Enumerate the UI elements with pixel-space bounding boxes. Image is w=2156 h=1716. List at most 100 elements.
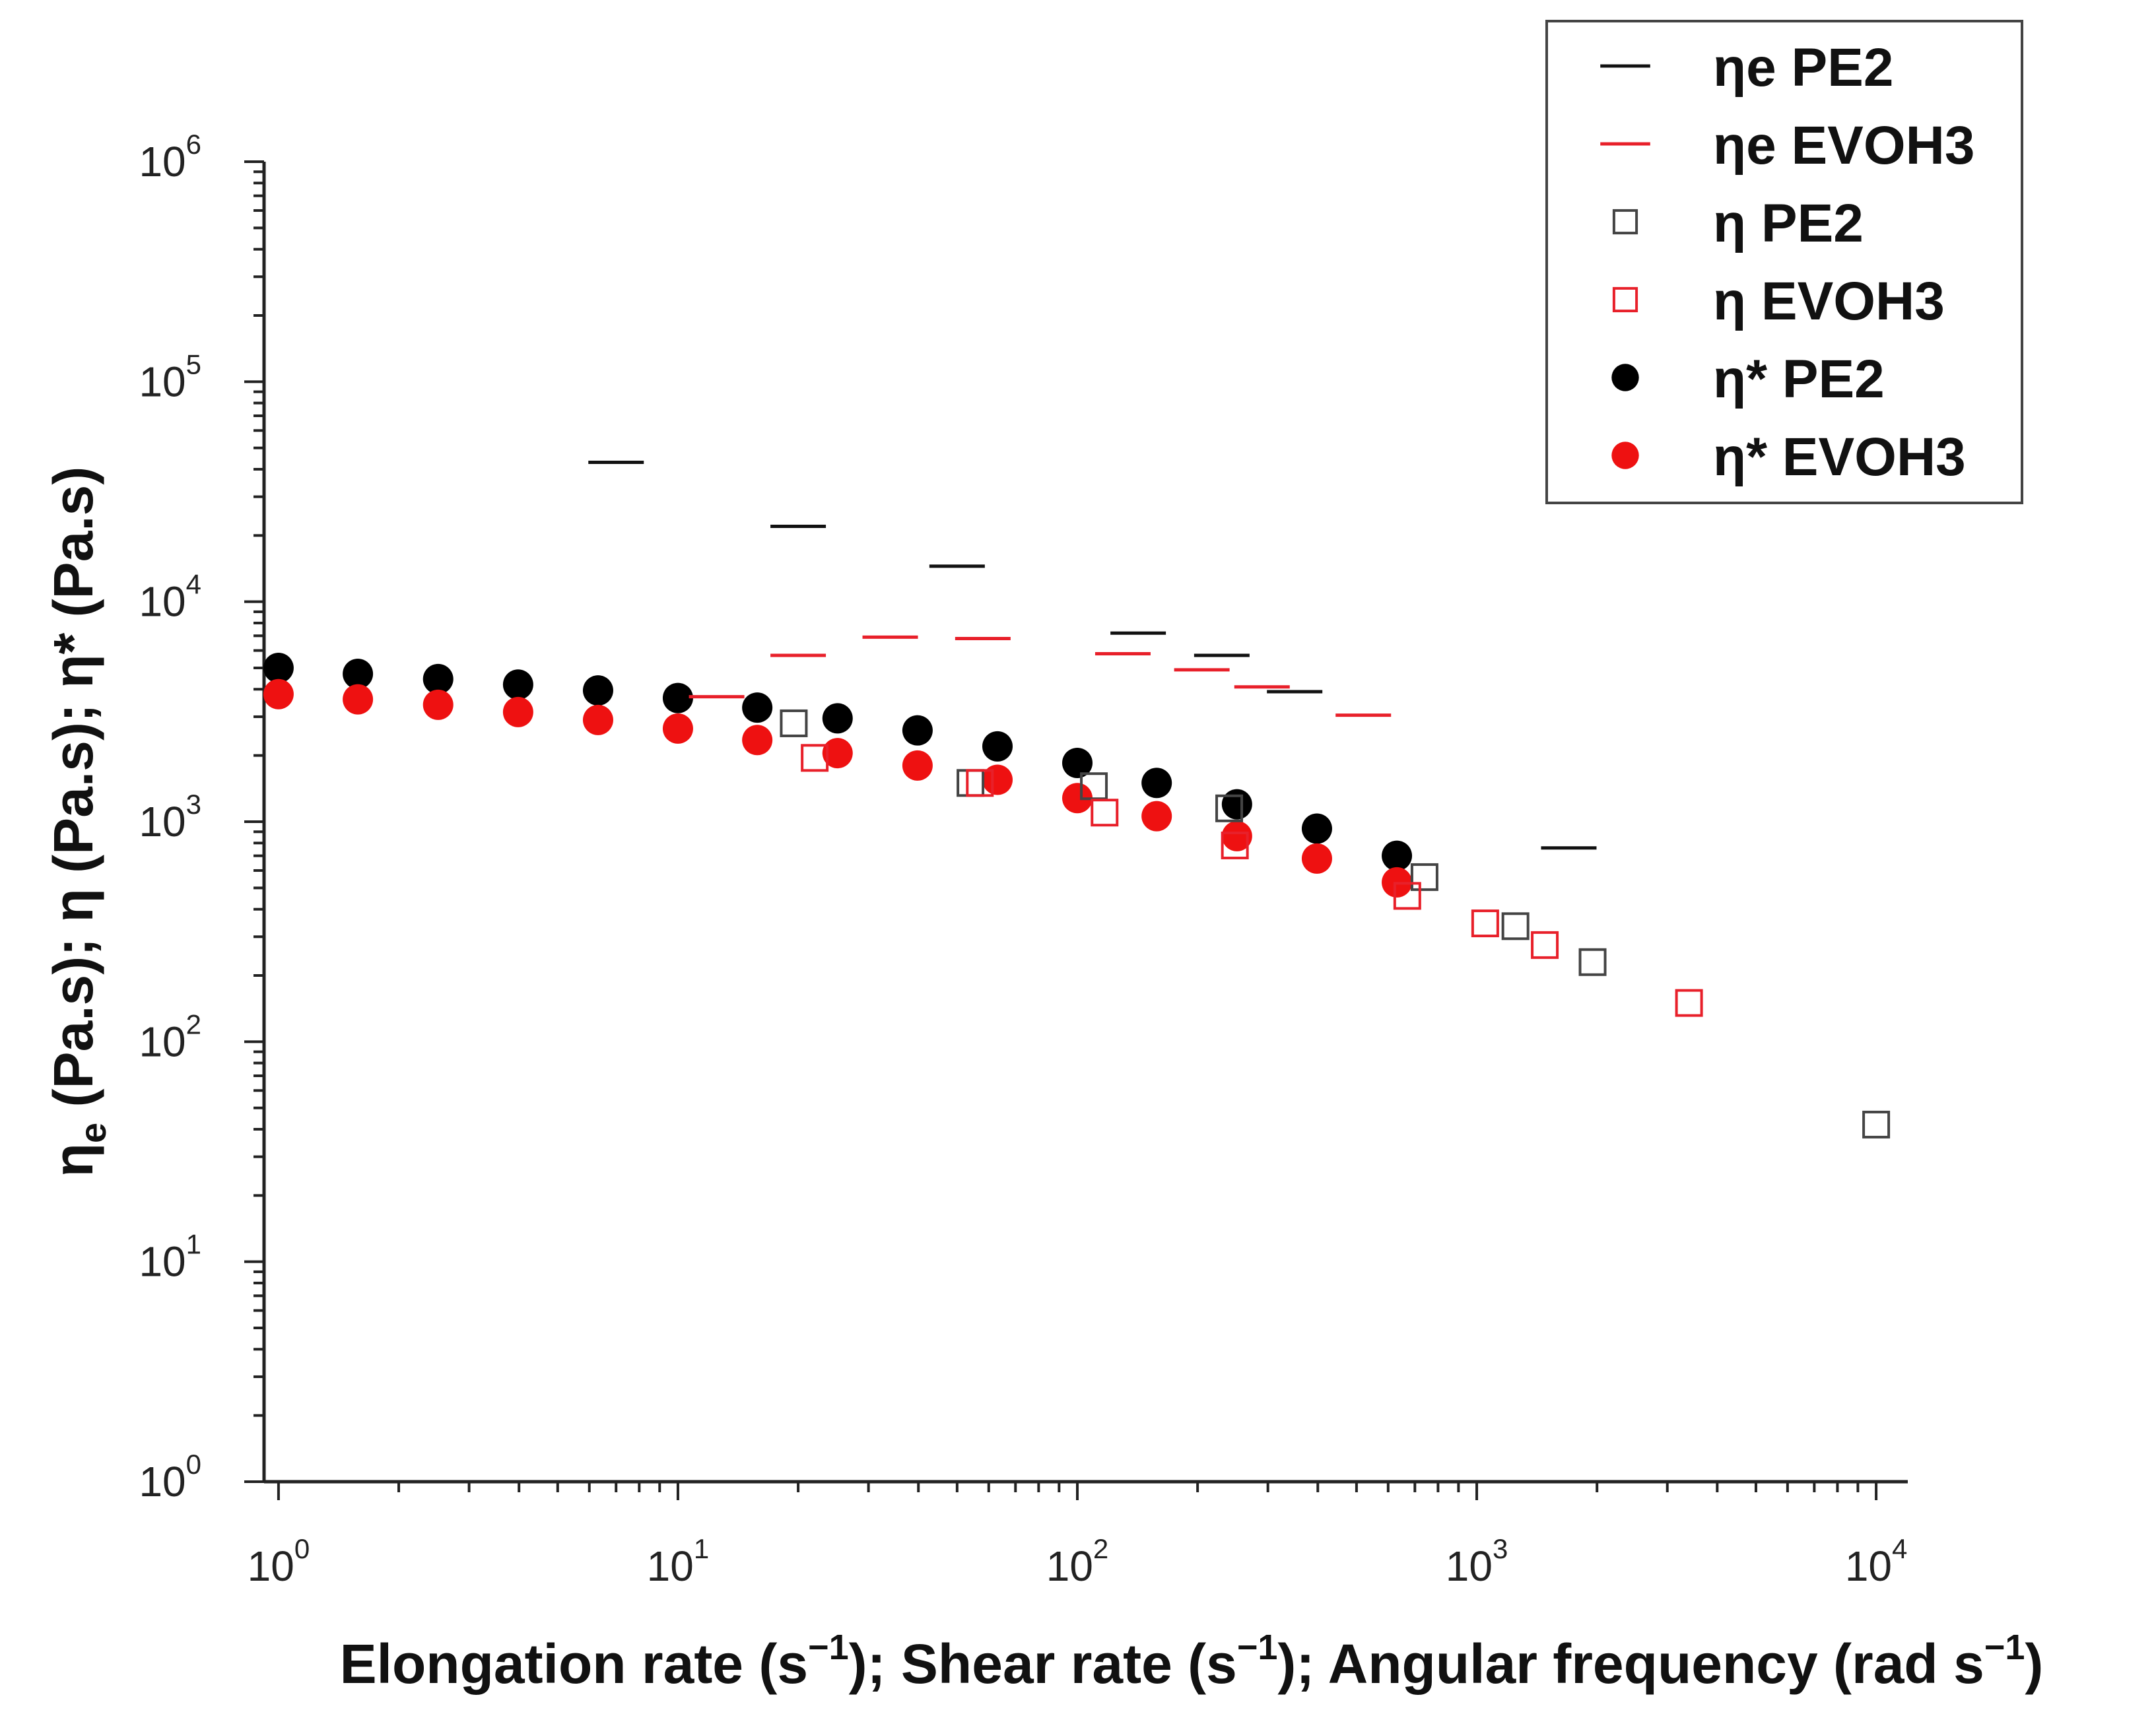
y-title-text: η [42,1143,104,1177]
y-tick-label: 102 [139,1008,201,1065]
series-3-point [1531,931,1559,959]
y-tick-label: 101 [139,1229,201,1286]
legend-item: η EVOH3 [1612,271,1945,331]
legend: ηe PE2 ηe EVOH3 η PE2 η EVOH3 η* PE2 η* EVOH3 [1545,20,2023,504]
y-tick-label: 100 [139,1449,201,1505]
series-4-point [422,663,454,694]
x-tick-exponent: 3 [1493,1533,1508,1564]
y-tick-base: 10 [139,1458,185,1505]
series-5 [263,678,1413,898]
series-5-point [502,696,533,727]
x-title-text: Elongation rate (s [340,1633,808,1695]
series-4 [263,653,1413,871]
x-tick-label: 103 [1446,1533,1508,1590]
x-tick-base: 10 [1446,1542,1493,1590]
series-4-point [1141,768,1172,799]
series-3-point [1393,882,1421,910]
y-tick-exponent: 0 [186,1449,201,1480]
y-tick-label: 103 [139,789,201,845]
y-tick-exponent: 1 [186,1229,201,1260]
series-2-point [1410,863,1438,891]
legend-item: η PE2 [1612,193,1864,253]
x-tick-exponent: 4 [1892,1533,1907,1564]
series-3-point [801,744,829,772]
legend-label: η* PE2 [1713,349,1885,409]
legend-box [1545,20,2023,504]
legend-label: ηe EVOH3 [1713,116,1974,176]
x-title-text: ) [2025,1633,2043,1695]
x-title-superscript: −1 [1984,1628,2025,1667]
series-4-point [263,653,294,684]
series-2-point [1862,1110,1891,1138]
legend-label: η* EVOH3 [1713,427,1966,487]
legend-label: η PE2 [1713,193,1864,253]
x-axis-ticks: 100 101 102 103 104 [248,1482,1908,1590]
x-tick-base: 10 [1845,1542,1892,1590]
x-title-text: ); Shear rate (s [849,1633,1237,1695]
series-4-point [1611,364,1639,391]
series-2-point [1501,912,1530,940]
x-tick-base: 10 [1046,1542,1093,1590]
series-2-point [1215,794,1244,822]
series-4-point [662,682,693,713]
series-5-point [1611,442,1639,469]
x-tick-exponent: 0 [294,1533,310,1564]
series-2-point [780,709,808,737]
series-4-point [982,731,1013,762]
y-tick-base: 10 [139,578,185,626]
y-tick-base: 10 [139,138,185,185]
legend-item: η* PE2 [1611,349,1885,409]
series-4-point [343,658,374,689]
legend-label: η EVOH3 [1713,271,1945,331]
data-marks [263,461,1891,1138]
y-title-text: (Pa.s); η (Pa.s); η* (Pa.s) [42,467,104,1123]
y-tick-exponent: 3 [186,789,201,820]
legend-label: ηe PE2 [1713,38,1893,98]
y-tick-base: 10 [139,358,185,405]
legend-item: ηe PE2 [1600,38,1893,98]
legend-item: η* EVOH3 [1611,427,1966,487]
y-axis-title: ηe (Pa.s); η (Pa.s); η* (Pa.s) [42,467,114,1177]
series-5-point [422,689,454,720]
series-5-point [662,713,693,744]
series-2-point [1578,948,1607,976]
y-axis-title-group: ηe (Pa.s); η (Pa.s); η* (Pa.s) [42,467,114,1177]
legend-item: ηe EVOH3 [1600,116,1974,176]
series-4-point [1221,789,1252,820]
x-tick-base: 10 [647,1542,694,1590]
x-tick-label: 104 [1845,1533,1908,1590]
series-5-point [1062,783,1093,814]
x-tick-base: 10 [248,1542,294,1590]
series-4-point [502,669,533,700]
y-tick-base: 10 [139,798,185,845]
series-2-point [1612,209,1638,235]
x-title-superscript: −1 [808,1628,849,1667]
series-3-point [1675,989,1703,1017]
series-3-point [966,769,994,797]
series-4-point [902,715,933,746]
y-tick-label: 105 [139,348,201,405]
y-title-subscript: e [72,1123,114,1143]
series-5-point [742,725,773,756]
x-title-superscript: −1 [1237,1628,1278,1667]
series-0 [588,461,1597,850]
x-tick-exponent: 1 [694,1533,709,1564]
series-3-point [1221,831,1249,859]
series-5-point [982,764,1013,795]
y-tick-base: 10 [139,1018,185,1065]
series-4-point [822,703,853,734]
series-5-point [1221,820,1252,851]
series-2 [780,709,1891,1138]
series-5-point [582,704,613,735]
series-3-point [1612,286,1638,313]
series-4-point [582,675,613,706]
y-tick-exponent: 6 [186,129,201,160]
y-tick-base: 10 [139,1238,185,1286]
x-tick-label: 102 [1046,1533,1109,1590]
series-5-point [902,750,933,781]
x-tick-label: 100 [248,1533,310,1590]
series-3-point [1471,909,1499,938]
series-5-point [263,678,294,710]
series-5-point [343,684,374,715]
